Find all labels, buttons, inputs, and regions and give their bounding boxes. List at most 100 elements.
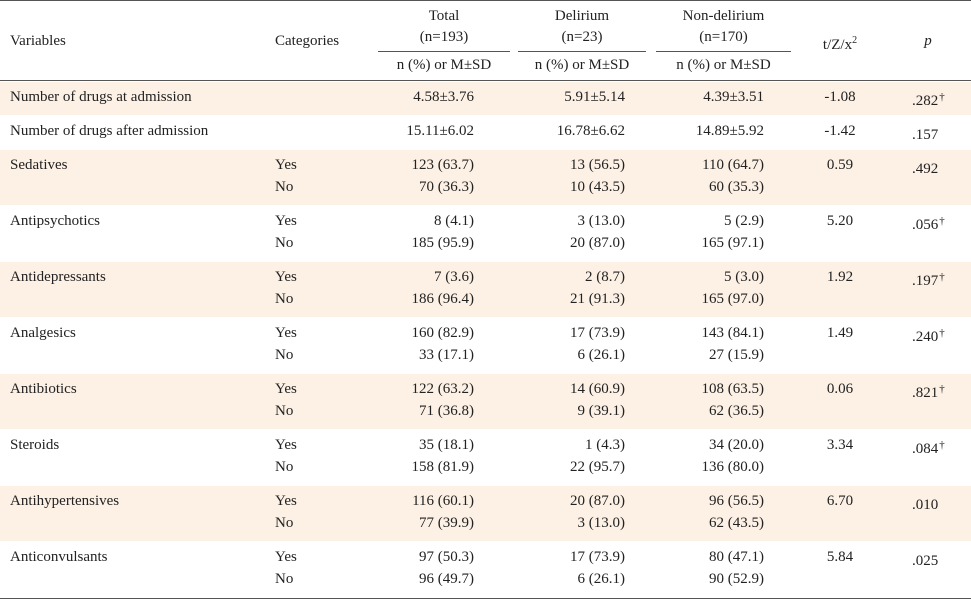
dagger-mark: †	[939, 327, 945, 339]
total-value: 97 (50.3)	[419, 549, 474, 565]
category-no: No	[275, 235, 294, 251]
header-delirium-sub: n (%) or M±SD	[534, 57, 630, 73]
table-row: Number of drugs at admission 4.58±3.76 5.9…	[0, 82, 971, 115]
nondelirium-value: 5 (3.0)	[724, 269, 764, 285]
nondelirium-value-2: 136 (80.0)	[701, 459, 765, 475]
p-value-cell: .240†	[912, 322, 945, 348]
table-bottom-rule	[0, 598, 971, 599]
p-value-cell: .010	[912, 490, 939, 516]
delirium-value: 1 (4.3)	[585, 437, 625, 453]
category-no: No	[275, 571, 294, 587]
test-statistic: 0.06	[826, 381, 854, 397]
p-value-cell: .157	[912, 120, 939, 146]
nondelirium-value-2: 60 (35.3)	[709, 179, 764, 195]
delirium-value: 2 (8.7)	[585, 269, 625, 285]
header-stat: t/Z/x2	[800, 30, 880, 56]
total-value: 122 (63.2)	[411, 381, 475, 397]
nondelirium-value: 80 (47.1)	[709, 549, 764, 565]
delirium-value: 17 (73.9)	[570, 325, 625, 341]
total-value: 15.11±6.02	[406, 123, 474, 139]
p-value: .056	[912, 217, 939, 233]
nondelirium-value: 110 (64.7)	[702, 157, 764, 173]
p-value-cell: .282†	[912, 86, 945, 112]
header-total-sub: n (%) or M±SD	[396, 57, 492, 73]
delirium-value: 5.91±5.14	[564, 89, 625, 105]
nondelirium-value-2: 165 (97.0)	[701, 291, 765, 307]
header-total-n: (n=193)	[419, 29, 469, 45]
dagger-mark: †	[939, 383, 945, 395]
test-statistic: -1.08	[824, 89, 856, 105]
test-statistic: 5.84	[826, 549, 854, 565]
header-nondelirium: Non-delirium	[682, 8, 765, 24]
dagger-mark: †	[939, 215, 945, 227]
delirium-value-2: 10 (43.5)	[570, 179, 625, 195]
test-statistic: -1.42	[824, 123, 856, 139]
variable-name: Antidepressants	[10, 269, 106, 285]
total-value-2: 158 (81.9)	[411, 459, 475, 475]
total-value: 4.58±3.76	[413, 89, 474, 105]
header-total-rule	[378, 51, 510, 52]
header-nondelirium-rule	[656, 51, 791, 52]
category-no: No	[275, 459, 294, 475]
dagger-mark: †	[939, 91, 945, 103]
total-value-2: 70 (36.3)	[419, 179, 474, 195]
table-row: Analgesics Yes No 160 (82.9) 33 (17.1) 17 (73…	[0, 318, 971, 373]
p-value: .010	[912, 497, 939, 513]
category-yes: Yes	[275, 549, 297, 565]
nondelirium-value: 108 (63.5)	[701, 381, 765, 397]
delirium-value: 3 (13.0)	[577, 213, 626, 229]
category-yes: Yes	[275, 493, 297, 509]
total-value-2: 186 (96.4)	[411, 291, 475, 307]
delirium-value: 17 (73.9)	[570, 549, 625, 565]
header-bottom-rule	[0, 80, 971, 81]
category-no: No	[275, 515, 294, 531]
delirium-value-2: 9 (39.1)	[577, 403, 626, 419]
delirium-value: 13 (56.5)	[570, 157, 625, 173]
p-value: .197	[912, 273, 939, 289]
delirium-value-2: 21 (91.3)	[570, 291, 625, 307]
table-row: Sedatives Yes No 123 (63.7) 70 (36.3) 13 (56.…	[0, 150, 971, 205]
delirium-value: 20 (87.0)	[570, 493, 625, 509]
nondelirium-value: 34 (20.0)	[709, 437, 764, 453]
variable-name: Analgesics	[10, 325, 76, 341]
variable-name: Antipsychotics	[10, 213, 100, 229]
total-value: 35 (18.1)	[419, 437, 474, 453]
delirium-value-2: 3 (13.0)	[577, 515, 626, 531]
category-no: No	[275, 403, 294, 419]
total-value-2: 77 (39.9)	[419, 515, 474, 531]
variable-name: Anticonvulsants	[10, 549, 108, 565]
p-value-cell: .025	[912, 546, 939, 572]
test-statistic: 5.20	[826, 213, 854, 229]
p-value-cell: .197†	[912, 266, 945, 292]
nondelirium-value: 4.39±3.51	[703, 89, 764, 105]
variable-name: Number of drugs at admission	[10, 89, 192, 105]
total-value-2: 185 (95.9)	[411, 235, 475, 251]
p-value: .821	[912, 385, 939, 401]
total-value-2: 33 (17.1)	[419, 347, 474, 363]
p-value-cell: .056†	[912, 210, 945, 236]
delirium-value-2: 6 (26.1)	[577, 571, 626, 587]
header-delirium-n: (n=23)	[561, 29, 603, 45]
test-statistic: 1.92	[826, 269, 854, 285]
table-row: Antidepressants Yes No 7 (3.6) 186 (96.4) 2 (…	[0, 262, 971, 317]
nondelirium-value: 5 (2.9)	[724, 213, 764, 229]
category-yes: Yes	[275, 381, 297, 397]
variable-name: Number of drugs after admission	[10, 123, 209, 139]
table-row: Steroids Yes No 35 (18.1) 158 (81.9) 1 (4.3) 2…	[0, 430, 971, 485]
total-value-2: 71 (36.8)	[419, 403, 474, 419]
total-value: 7 (3.6)	[434, 269, 474, 285]
test-statistic: 6.70	[826, 493, 854, 509]
test-statistic: 3.34	[826, 437, 854, 453]
delirium-value: 16.78±6.62	[556, 123, 625, 139]
variable-name: Antibiotics	[10, 381, 77, 397]
header-total: Total	[428, 8, 460, 24]
nondelirium-value-2: 90 (52.9)	[709, 571, 764, 587]
total-value: 160 (82.9)	[411, 325, 475, 341]
category-no: No	[275, 291, 294, 307]
nondelirium-value-2: 27 (15.9)	[709, 347, 764, 363]
nondelirium-value-2: 165 (97.1)	[701, 235, 765, 251]
nondelirium-value-2: 62 (43.5)	[709, 515, 764, 531]
header-stat-sup: 2	[852, 35, 858, 46]
category-yes: Yes	[275, 325, 297, 341]
table-row: Antipsychotics Yes No 8 (4.1) 185 (95.9) 3 (1…	[0, 206, 971, 261]
